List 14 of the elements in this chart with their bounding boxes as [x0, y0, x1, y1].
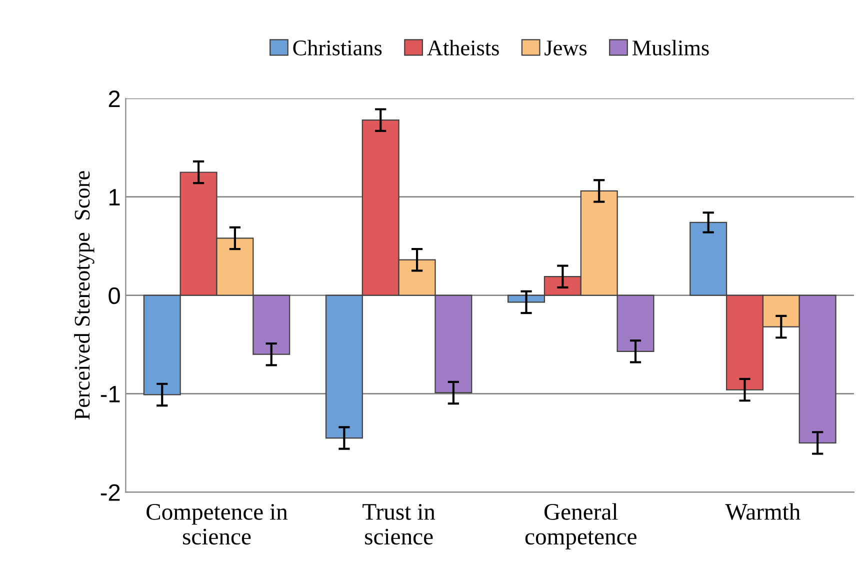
legend-label: Christians [293, 40, 382, 56]
x-tick-label: General competence [525, 503, 636, 550]
y-tick-label: 2 [108, 90, 120, 107]
x-tick-label: Competence in science [146, 504, 288, 545]
legend-label: Atheists [427, 40, 499, 56]
y-tick-label: -1 [100, 386, 120, 402]
y-tick-label: 0 [108, 287, 120, 304]
x-tick-label: Trust in science [362, 504, 436, 545]
y-axis-title: Perceived Stereotype Score [74, 171, 94, 420]
y-tick-label: 1 [110, 189, 120, 206]
y-tick-label: -2 [100, 484, 120, 501]
x-tick-label: Warmth [725, 503, 800, 520]
legend-label: Jews [544, 40, 587, 56]
legend-label: Muslims [632, 40, 709, 56]
